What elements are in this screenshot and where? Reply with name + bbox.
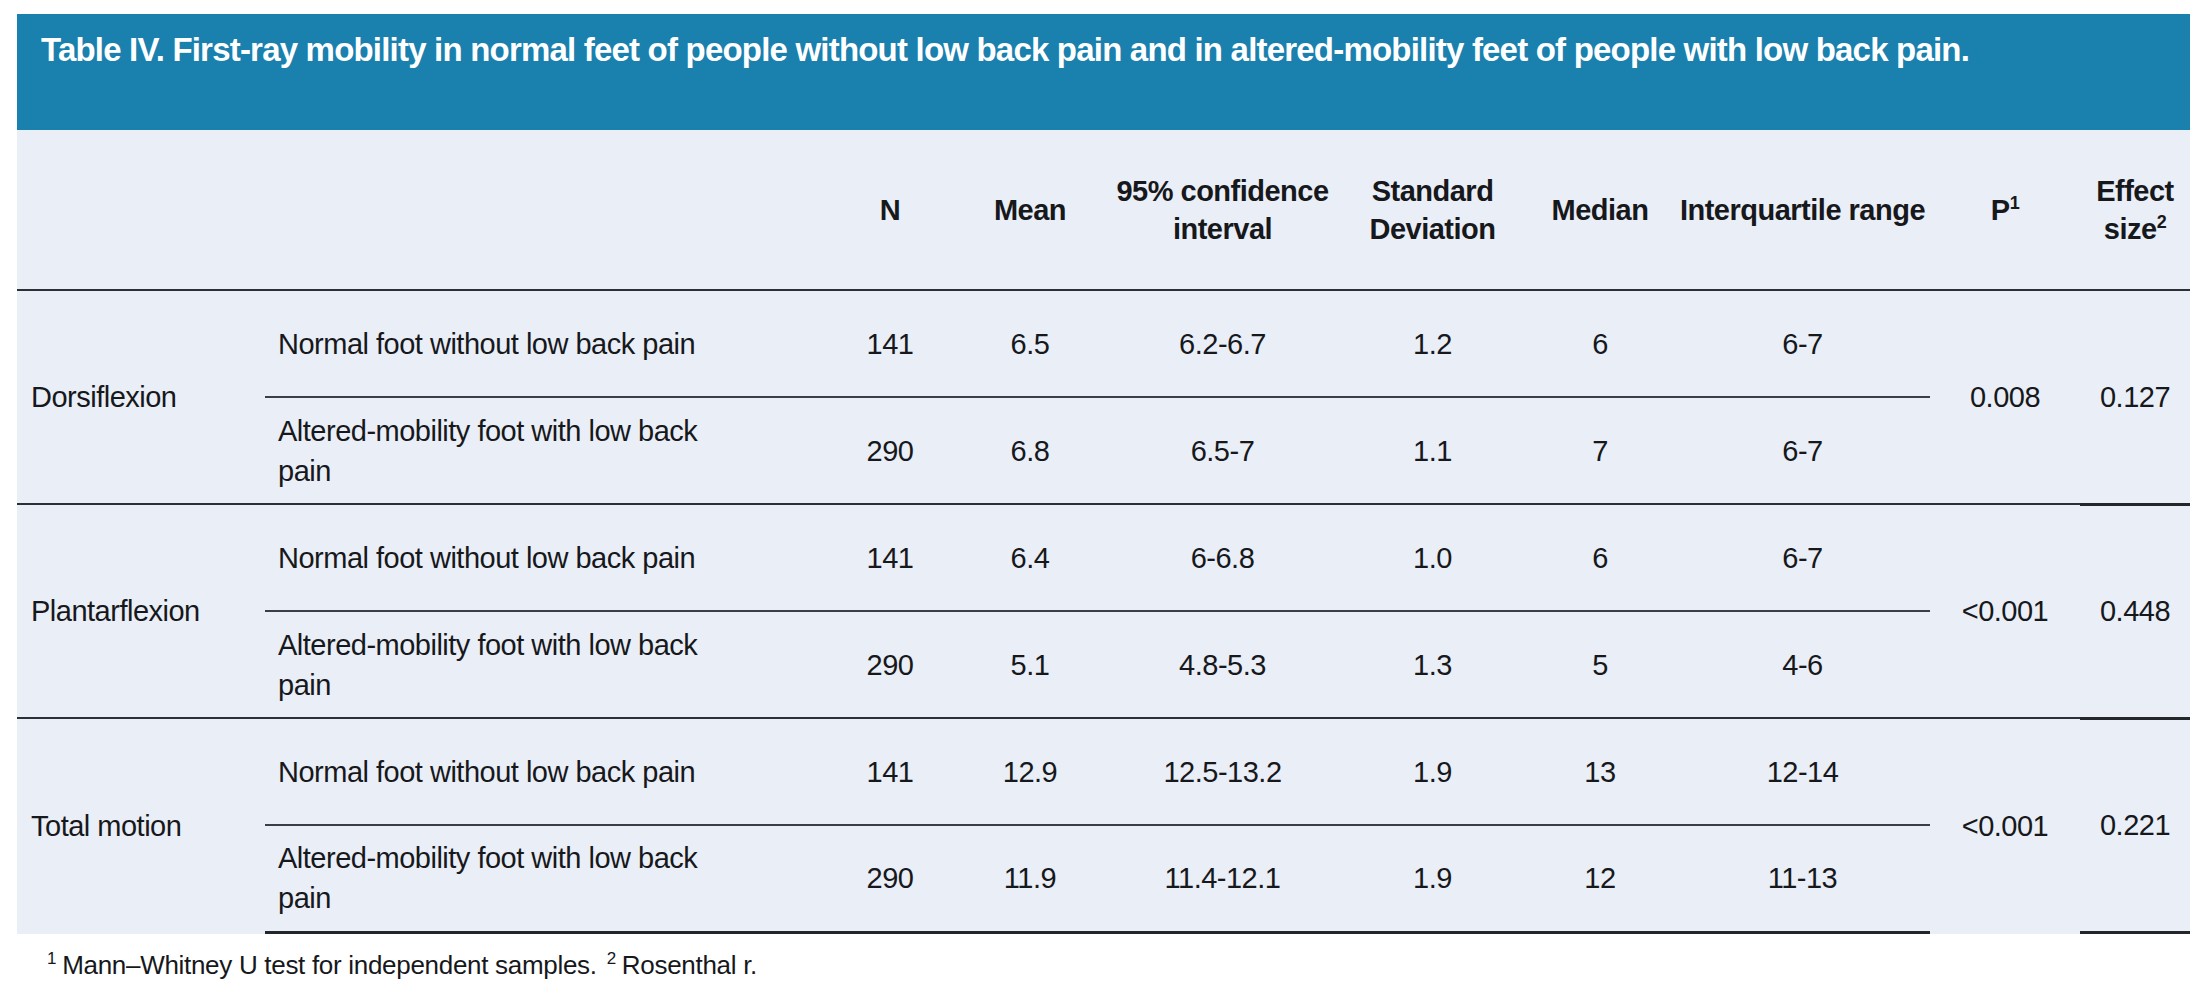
group-label-cell: Total motion bbox=[17, 718, 265, 932]
mean-cell: 11.9 bbox=[955, 825, 1105, 932]
sd-cell: 1.9 bbox=[1340, 718, 1525, 825]
group-label-cell: Plantarflexion bbox=[17, 504, 265, 718]
median-cell: 6 bbox=[1525, 290, 1675, 397]
p-header-label: P bbox=[1991, 194, 2010, 226]
effect-size-cell: 0.221 bbox=[2080, 718, 2190, 932]
col-header-median: Median bbox=[1525, 130, 1675, 290]
row-label-cell: Normal foot without low back pain bbox=[265, 290, 825, 397]
row-label-cell: Normal foot without low back pain bbox=[265, 718, 825, 825]
mean-cell: 6.4 bbox=[955, 504, 1105, 611]
footnote-sup-1: 1 bbox=[47, 949, 56, 968]
n-cell: 141 bbox=[825, 718, 955, 825]
table-row: Altered-mobility foot with low back pain… bbox=[17, 397, 2190, 504]
iqr-cell: 4-6 bbox=[1675, 611, 1930, 718]
group-label-cell: Dorsiflexion bbox=[17, 290, 265, 504]
col-header-effect-size: Effect size2 bbox=[2080, 130, 2190, 290]
table-card: Table IV. First-ray mobility in normal f… bbox=[17, 14, 2190, 934]
n-cell: 141 bbox=[825, 504, 955, 611]
n-cell: 290 bbox=[825, 611, 955, 718]
row-label-text: Altered-mobility foot with low back pain bbox=[278, 838, 718, 918]
ci-cell: 6-6.8 bbox=[1105, 504, 1340, 611]
median-cell: 13 bbox=[1525, 718, 1675, 825]
header-row: N Mean 95% confidence interval Standard … bbox=[17, 130, 2190, 290]
table-row: Total motionNormal foot without low back… bbox=[17, 718, 2190, 825]
table-row: PlantarflexionNormal foot without low ba… bbox=[17, 504, 2190, 611]
row-label-cell: Altered-mobility foot with low back pain bbox=[265, 825, 825, 932]
sd-cell: 1.1 bbox=[1340, 397, 1525, 504]
p-cell: <0.001 bbox=[1930, 718, 2080, 932]
page: Table IV. First-ray mobility in normal f… bbox=[0, 0, 2202, 981]
iqr-cell: 6-7 bbox=[1675, 504, 1930, 611]
n-cell: 141 bbox=[825, 290, 955, 397]
col-header-mean: Mean bbox=[955, 130, 1105, 290]
mean-cell: 6.8 bbox=[955, 397, 1105, 504]
footnote: 1 Mann–Whitney U test for independent sam… bbox=[47, 950, 2190, 981]
effect-size-header-label: Effect size bbox=[2096, 175, 2174, 245]
row-label-cell: Altered-mobility foot with low back pain bbox=[265, 611, 825, 718]
effect-size-cell: 0.127 bbox=[2080, 290, 2190, 504]
sd-cell: 1.2 bbox=[1340, 290, 1525, 397]
col-header-iqr: Interquartile range bbox=[1675, 130, 1930, 290]
median-cell: 7 bbox=[1525, 397, 1675, 504]
table-row: Altered-mobility foot with low back pain… bbox=[17, 825, 2190, 932]
col-header-sd: Standard Deviation bbox=[1340, 130, 1525, 290]
footnote-text-1: Mann–Whitney U test for independent samp… bbox=[62, 950, 597, 980]
n-cell: 290 bbox=[825, 397, 955, 504]
mean-cell: 6.5 bbox=[955, 290, 1105, 397]
p-cell: <0.001 bbox=[1930, 504, 2080, 718]
col-header-n: N bbox=[825, 130, 955, 290]
table-header: N Mean 95% confidence interval Standard … bbox=[17, 130, 2190, 290]
col-header-ci: 95% confidence interval bbox=[1105, 130, 1340, 290]
n-cell: 290 bbox=[825, 825, 955, 932]
table-row: DorsiflexionNormal foot without low back… bbox=[17, 290, 2190, 397]
iqr-cell: 11-13 bbox=[1675, 825, 1930, 932]
sd-cell: 1.0 bbox=[1340, 504, 1525, 611]
median-cell: 12 bbox=[1525, 825, 1675, 932]
median-cell: 6 bbox=[1525, 504, 1675, 611]
effect-size-header-sup: 2 bbox=[2157, 212, 2167, 232]
iqr-cell: 6-7 bbox=[1675, 397, 1930, 504]
row-label-text: Altered-mobility foot with low back pain bbox=[278, 625, 718, 705]
median-cell: 5 bbox=[1525, 611, 1675, 718]
table-body: Dorsiflexion Normal foot without low back… bbox=[17, 290, 2190, 932]
col-header-empty-group bbox=[17, 130, 265, 290]
table-title: Table IV. First-ray mobility in normal f… bbox=[17, 14, 2190, 130]
row-label-text: Normal foot without low back pain bbox=[278, 538, 695, 578]
row-label-text: Normal foot without low back pain bbox=[278, 324, 695, 364]
row-label-cell: Altered-mobility foot with low back pain bbox=[265, 397, 825, 504]
row-label-cell: Normal foot without low back pain bbox=[265, 504, 825, 611]
ci-cell: 6.2-6.7 bbox=[1105, 290, 1340, 397]
col-header-p: P1 bbox=[1930, 130, 2080, 290]
p-header-sup: 1 bbox=[2010, 193, 2020, 213]
ci-cell: 11.4-12.1 bbox=[1105, 825, 1340, 932]
col-header-empty-sublabel bbox=[265, 130, 825, 290]
table-row: Altered-mobility foot with low back pain… bbox=[17, 611, 2190, 718]
p-cell: 0.008 bbox=[1930, 290, 2080, 504]
mean-cell: 5.1 bbox=[955, 611, 1105, 718]
row-label-text: Altered-mobility foot with low back pain bbox=[278, 411, 718, 491]
data-table: N Mean 95% confidence interval Standard … bbox=[17, 130, 2190, 934]
footnote-sup-2: 2 bbox=[607, 949, 616, 968]
ci-cell: 4.8-5.3 bbox=[1105, 611, 1340, 718]
ci-cell: 6.5-7 bbox=[1105, 397, 1340, 504]
iqr-cell: 12-14 bbox=[1675, 718, 1930, 825]
iqr-cell: 6-7 bbox=[1675, 290, 1930, 397]
footnote-text-2: Rosenthal r. bbox=[622, 950, 757, 980]
mean-cell: 12.9 bbox=[955, 718, 1105, 825]
ci-cell: 12.5-13.2 bbox=[1105, 718, 1340, 825]
row-label-text: Normal foot without low back pain bbox=[278, 752, 695, 792]
sd-cell: 1.9 bbox=[1340, 825, 1525, 932]
effect-size-cell: 0.448 bbox=[2080, 504, 2190, 718]
sd-cell: 1.3 bbox=[1340, 611, 1525, 718]
